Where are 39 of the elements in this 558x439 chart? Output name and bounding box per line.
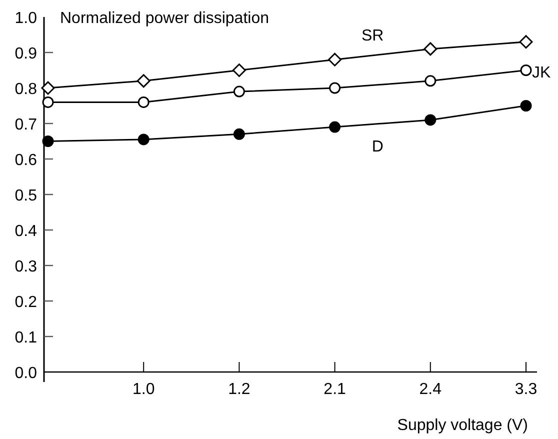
y-tick-label: 0.8 xyxy=(14,81,38,98)
point xyxy=(424,114,436,126)
y-tick-label: 0.9 xyxy=(14,46,38,62)
point xyxy=(233,128,245,140)
point xyxy=(520,64,532,76)
point xyxy=(233,86,245,98)
y-tick-label: 1.0 xyxy=(14,10,38,27)
y-tick-label: 0.4 xyxy=(14,223,38,240)
y-axis-title: Normalized power dissipation xyxy=(60,10,269,27)
y-tick-label: 0.6 xyxy=(14,152,38,169)
point xyxy=(328,52,342,66)
series-label: JK xyxy=(532,64,551,82)
point xyxy=(329,82,341,94)
point xyxy=(42,96,54,108)
x-tick-label: 1.2 xyxy=(228,381,250,398)
y-tick-label: 0.3 xyxy=(14,258,38,276)
y-tick-label: 0.2 xyxy=(14,294,38,311)
point xyxy=(329,121,341,133)
point xyxy=(136,74,150,88)
point xyxy=(424,42,438,56)
point xyxy=(232,64,246,77)
y-tick-label: 0.7 xyxy=(14,116,38,134)
series-label: D xyxy=(372,138,384,156)
x-tick-label: 1.0 xyxy=(132,381,155,398)
point xyxy=(138,134,150,146)
point xyxy=(520,100,532,112)
point xyxy=(138,96,150,108)
point xyxy=(424,75,436,87)
point xyxy=(41,81,55,95)
x-tick-label: 2.4 xyxy=(419,381,442,398)
point xyxy=(42,136,54,147)
x-tick-label: 3.3 xyxy=(514,381,538,398)
point xyxy=(519,35,533,49)
x-axis-title: Supply voltage (V) xyxy=(397,417,528,434)
y-tick-label: 0.1 xyxy=(14,330,38,346)
series-label: SR xyxy=(361,27,384,44)
x-tick-label: 2.1 xyxy=(324,381,346,398)
y-tick-label: 0.5 xyxy=(14,188,38,204)
y-tick-label: 0.0 xyxy=(14,365,38,382)
